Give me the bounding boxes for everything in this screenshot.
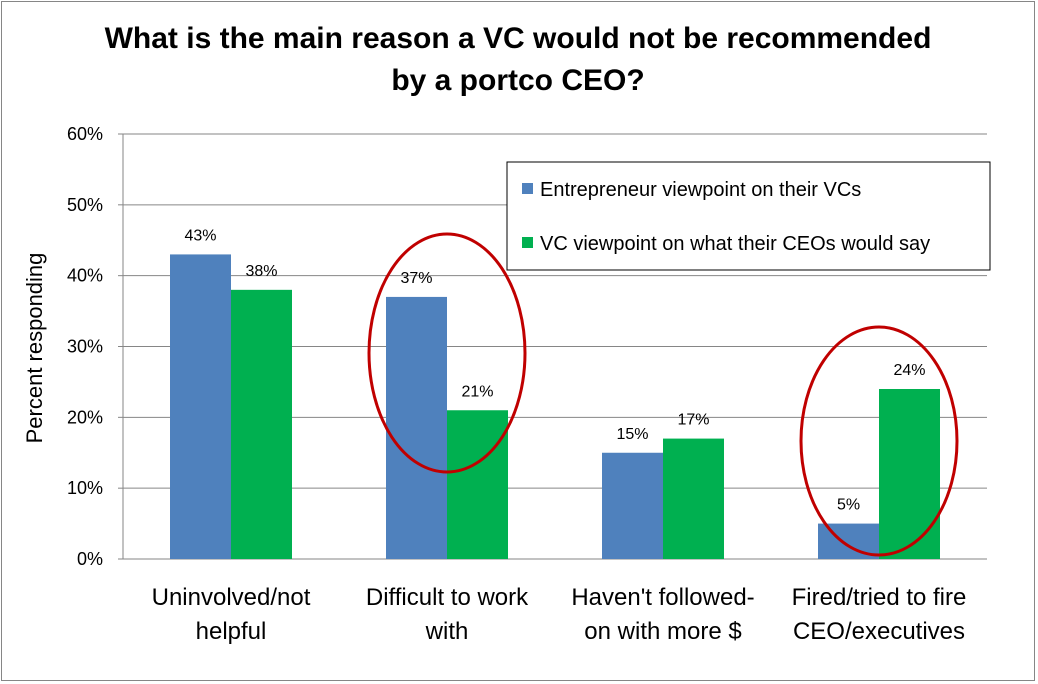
data-labels: 43% 38% 37% 21% 15% 17% 5% 24% <box>184 227 925 513</box>
y-tick-label: 50% <box>67 195 103 215</box>
x-category-label: Difficult to work <box>366 584 529 611</box>
legend-box <box>506 161 991 271</box>
data-label: 17% <box>677 412 709 429</box>
data-label: 38% <box>245 263 277 280</box>
data-label: 43% <box>184 227 216 244</box>
highlight-ellipse <box>799 325 959 557</box>
x-category-label: helpful <box>196 618 267 645</box>
y-tick-label: 10% <box>67 478 103 498</box>
bar-entrepreneur-0 <box>170 254 231 559</box>
data-label: 5% <box>837 497 860 514</box>
legend-swatch-vc <box>522 237 533 248</box>
data-label: 21% <box>461 383 493 400</box>
x-category-label: Haven't followed- <box>571 584 754 611</box>
bar-vc-0 <box>231 289 292 559</box>
chart-title-line-1: What is the main reason a VC would not b… <box>105 22 932 55</box>
data-label: 24% <box>893 362 925 379</box>
y-tick-label: 40% <box>67 266 103 286</box>
bar-vc-3 <box>879 389 940 559</box>
x-category-label: Fired/tried to fire <box>792 584 967 611</box>
data-label: 15% <box>616 426 648 443</box>
legend-label-vc: VC viewpoint on what their CEOs would sa… <box>540 233 930 255</box>
y-tick-label: 20% <box>67 407 103 427</box>
x-category-label: with <box>425 618 469 645</box>
y-axis-ticks: 0% 10% 20% 30% 40% 50% 60% <box>67 124 123 569</box>
bar-vc-1 <box>447 410 508 559</box>
bar-entrepreneur-2 <box>602 452 663 559</box>
y-tick-label: 0% <box>77 549 103 569</box>
data-label: 37% <box>400 270 432 287</box>
highlight-ellipses <box>367 232 959 557</box>
chart-title: What is the main reason a VC would not b… <box>105 22 932 97</box>
legend-label-entrepreneur: Entrepreneur viewpoint on their VCs <box>540 179 861 201</box>
bar-vc-2 <box>663 438 724 559</box>
x-axis-categories: Uninvolved/not helpful Difficult to work wi… <box>152 584 967 645</box>
chart-title-line-2: by a portco CEO? <box>391 64 644 97</box>
bars <box>170 254 940 559</box>
bar-entrepreneur-1 <box>386 296 447 559</box>
legend-swatch-entrepreneur <box>522 183 533 194</box>
x-category-label: Uninvolved/not <box>152 584 311 611</box>
x-category-label: on with more $ <box>584 618 741 645</box>
y-tick-label: 30% <box>67 337 103 357</box>
y-axis-label: Percent responding <box>22 253 47 444</box>
x-category-label: CEO/executives <box>793 618 965 645</box>
y-tick-label: 60% <box>67 124 103 144</box>
legend: Entrepreneur viewpoint on their VCs VC v… <box>506 161 991 271</box>
highlight-ellipse <box>367 232 527 474</box>
